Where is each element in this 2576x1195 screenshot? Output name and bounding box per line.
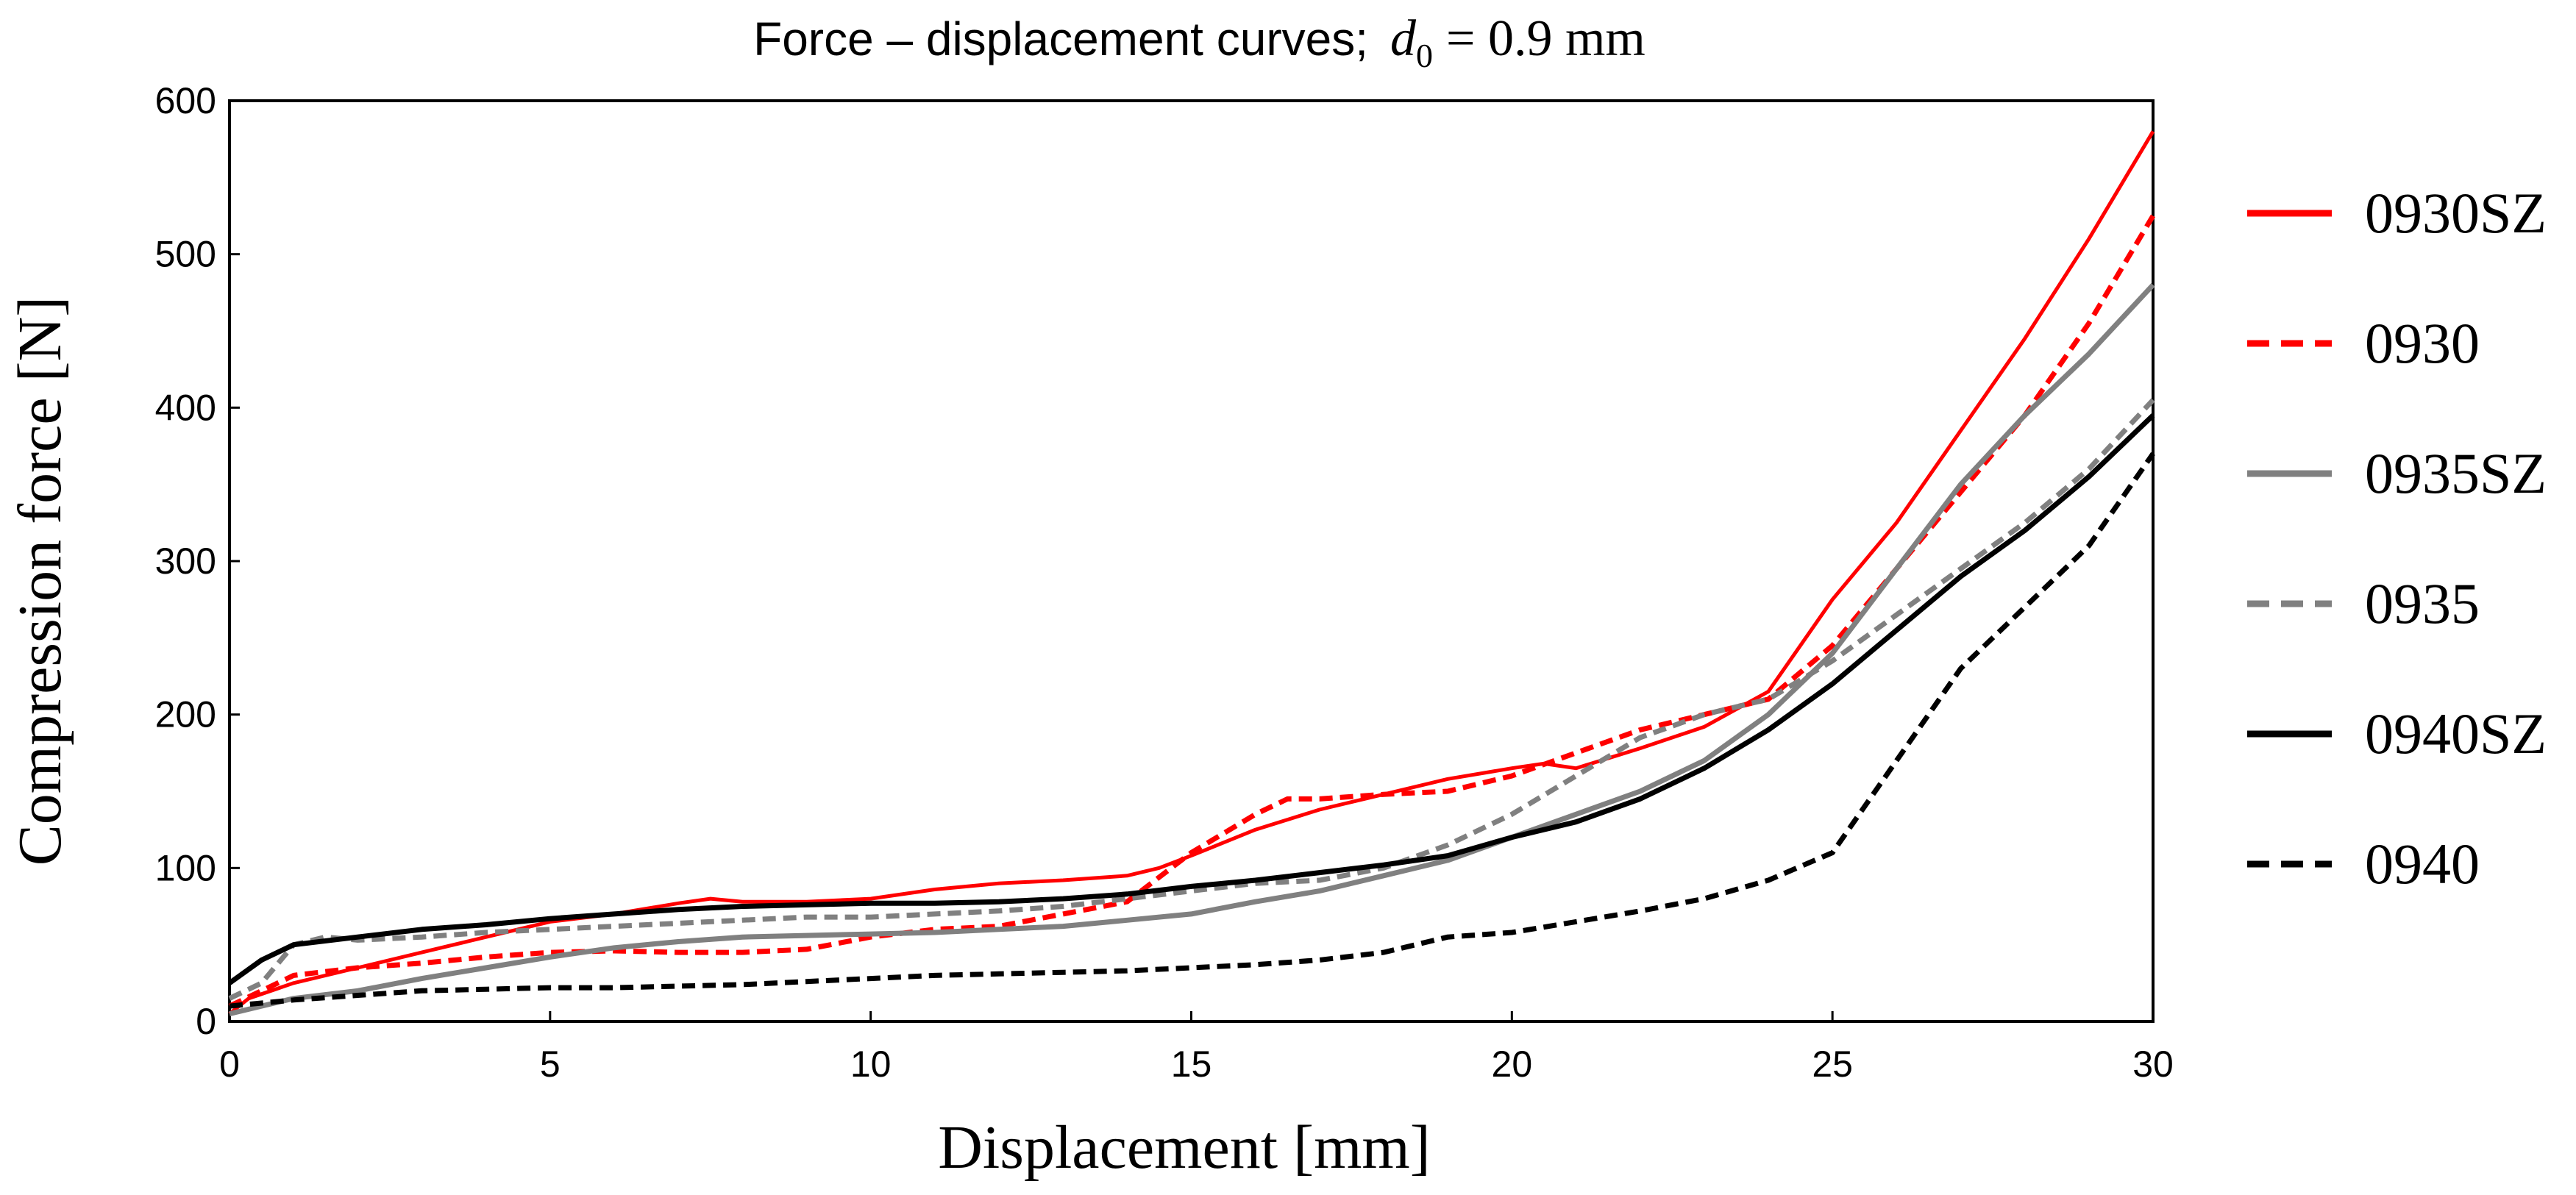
x-tick-label-3: 15	[1171, 1044, 1212, 1085]
x-axis-label: Displacement [mm]	[938, 1113, 1430, 1182]
y-tick-label-1: 100	[155, 847, 216, 888]
series-line-0940SZ	[227, 413, 2155, 985]
x-tick-label-2: 10	[850, 1044, 892, 1085]
legend-label-0935: 0935	[2365, 571, 2480, 635]
y-tick-label-4: 400	[155, 387, 216, 428]
x-tick-label-4: 20	[1492, 1044, 1533, 1085]
x-tick-label-6: 30	[2132, 1044, 2174, 1085]
series-line-0930SZ	[228, 130, 2155, 1016]
x-tick-label-5: 25	[1812, 1044, 1853, 1085]
legend: 0930SZ 0930 0935SZ 0935 0940SZ 0940	[2247, 181, 2547, 896]
x-tick-label-1: 5	[540, 1044, 561, 1085]
chart-title: Force – displacement curves;	[753, 13, 1368, 65]
title-math-symbol: d	[1390, 10, 1417, 67]
series-line-0935SZ	[229, 283, 2155, 1017]
title-math-relation: = 0.9 mm	[1446, 10, 1645, 67]
series-line-0930	[228, 214, 2156, 1009]
y-tick-label-6: 600	[155, 80, 216, 121]
y-axis-label: Compression force [N]	[6, 296, 74, 866]
series-line-0935	[228, 398, 2155, 1001]
x-tick-label-0: 0	[219, 1044, 240, 1085]
legend-label-0930SZ: 0930SZ	[2365, 181, 2547, 245]
y-tick-label-3: 300	[155, 541, 216, 582]
series-group	[227, 130, 2156, 1017]
legend-label-0940SZ: 0940SZ	[2365, 702, 2547, 766]
y-tick-label-0: 0	[196, 1001, 216, 1042]
series-line-0940	[229, 452, 2155, 1009]
legend-label-0940: 0940	[2365, 832, 2480, 896]
chart-title-math: d0 = 0.9 mm	[1390, 10, 1645, 74]
title-math-subscript: 0	[1416, 37, 1433, 74]
legend-label-0930: 0930	[2365, 311, 2480, 375]
legend-label-0935SZ: 0935SZ	[2365, 441, 2547, 505]
y-tick-label-5: 500	[155, 234, 216, 275]
y-tick-label-2: 200	[155, 694, 216, 735]
